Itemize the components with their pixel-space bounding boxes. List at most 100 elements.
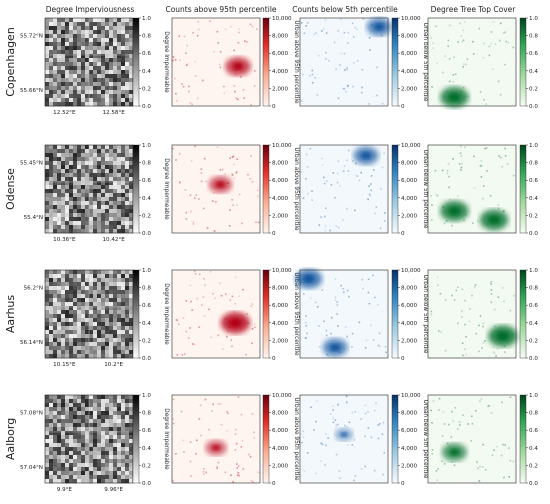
speckle (196, 34, 199, 37)
raster-cell (97, 475, 102, 480)
speckle (505, 40, 508, 43)
speckle (353, 439, 356, 441)
speckle (353, 479, 355, 482)
raster-cell (53, 229, 58, 234)
raster-cell (57, 169, 62, 174)
raster-cell (49, 94, 54, 99)
raster-cell (109, 213, 114, 218)
raster-cell (113, 330, 118, 335)
raster-cell (81, 66, 86, 71)
raster-cell (45, 66, 50, 71)
speckle (499, 93, 502, 96)
raster-cell (73, 145, 78, 150)
raster-cell (49, 326, 54, 331)
speckle (185, 330, 188, 333)
speckle (324, 19, 327, 22)
raster-cell (45, 62, 50, 67)
raster-cell (69, 274, 74, 279)
speckle (488, 54, 491, 57)
raster-cell (57, 326, 62, 331)
raster-cell (49, 479, 54, 484)
raster-cell (49, 181, 54, 186)
raster-cell (61, 415, 66, 420)
speckle (249, 455, 252, 458)
colorbar-tick-label: 6,000 (272, 428, 288, 434)
raster-cell (85, 459, 90, 464)
raster-cell (61, 66, 66, 71)
raster-cell (101, 42, 106, 47)
speckle (250, 305, 252, 308)
raster-cell (69, 78, 74, 83)
raster-cell (129, 86, 134, 91)
colorbar-tick-label: 10,000 (272, 268, 292, 274)
raster-cell (85, 94, 90, 99)
raster-cell (57, 435, 62, 440)
speckle (480, 398, 483, 401)
raster-cell (53, 86, 58, 91)
raster-cell (61, 165, 66, 170)
colorbar (132, 17, 140, 107)
raster-cell (129, 90, 134, 95)
raster-cell (73, 427, 78, 432)
speckle (343, 165, 346, 167)
raster-cell (73, 74, 78, 79)
raster-cell (45, 181, 50, 186)
raster-cell (97, 415, 102, 420)
raster-cell (121, 189, 126, 194)
hotspot-core (233, 62, 243, 71)
speckle (316, 306, 319, 308)
speckle (476, 220, 479, 222)
raster-cell (113, 102, 118, 107)
raster-cell (105, 322, 110, 327)
raster-cell (61, 431, 66, 436)
raster-cell (93, 423, 98, 428)
raster-cell (73, 479, 78, 484)
raster-cell (113, 447, 118, 452)
raster-cell (89, 153, 94, 158)
raster-cell (89, 78, 94, 83)
raster-cell (85, 314, 90, 319)
raster-cell (105, 86, 110, 91)
colorbar-tick-label: 4,000 (272, 446, 288, 452)
raster-cell (109, 354, 114, 359)
raster-cell (73, 274, 78, 279)
raster-cell (61, 403, 66, 408)
speckle (321, 30, 323, 32)
raster-cell (85, 302, 90, 307)
raster-cell (65, 98, 70, 103)
raster-cell (73, 181, 78, 186)
raster-cell (73, 282, 78, 287)
speckle (191, 103, 193, 106)
raster-cell (45, 157, 50, 162)
raster-cell (45, 415, 50, 420)
speckle (202, 473, 205, 475)
speckle (512, 295, 515, 297)
raster-cell (69, 338, 74, 343)
raster-cell (65, 149, 70, 154)
raster-cell (61, 38, 66, 43)
raster-cell (57, 274, 62, 279)
colorbar-tick-label: 0 (401, 481, 405, 487)
raster-cell (45, 90, 50, 95)
raster-cell (129, 455, 134, 460)
speckle (222, 348, 224, 350)
speckle (501, 165, 503, 168)
raster-cell (77, 34, 82, 39)
raster-cell (73, 443, 78, 448)
raster-cell (97, 354, 102, 359)
speckle (445, 220, 448, 222)
raster-cell (117, 74, 122, 79)
raster-cell (65, 346, 70, 351)
speckle (343, 87, 346, 90)
speckle (197, 28, 200, 31)
raster-cell (113, 149, 118, 154)
raster-cell (117, 62, 122, 67)
raster-cell (61, 435, 66, 440)
raster-cell (129, 145, 134, 150)
colorbar (519, 17, 527, 107)
raster-cell (81, 479, 86, 484)
raster-cell (77, 451, 82, 456)
raster-cell (117, 419, 122, 424)
raster-cell (85, 90, 90, 95)
